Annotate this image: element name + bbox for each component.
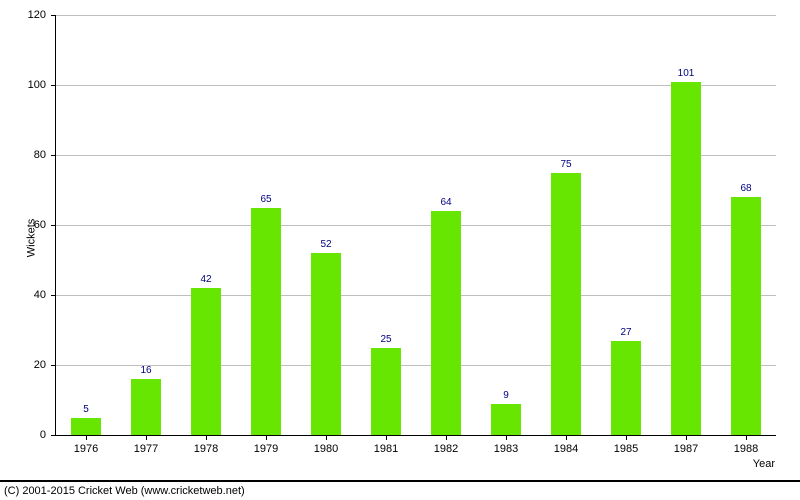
y-tick-label: 100: [28, 79, 46, 91]
bar-value-label: 52: [311, 239, 341, 250]
y-tick-label: 120: [28, 9, 46, 21]
bar-value-label: 65: [251, 194, 281, 205]
x-tick-mark: [146, 435, 147, 440]
y-tick-mark: [51, 435, 56, 436]
bar-value-label: 42: [191, 274, 221, 285]
bar: 27: [611, 341, 641, 436]
copyright-footer: (C) 2001-2015 Cricket Web (www.cricketwe…: [0, 480, 800, 500]
bar: 25: [371, 348, 401, 436]
bar: 16: [131, 379, 161, 435]
x-tick-label: 1984: [554, 443, 578, 455]
x-tick-mark: [446, 435, 447, 440]
y-tick-label: 20: [34, 359, 46, 371]
x-tick-mark: [686, 435, 687, 440]
x-tick-label: 1979: [254, 443, 278, 455]
bar-value-label: 9: [491, 390, 521, 401]
x-tick-mark: [326, 435, 327, 440]
x-tick-label: 1981: [374, 443, 398, 455]
bar-value-label: 16: [131, 365, 161, 376]
copyright-text: (C) 2001-2015 Cricket Web (www.cricketwe…: [4, 485, 245, 497]
x-tick-mark: [266, 435, 267, 440]
y-tick-mark: [51, 85, 56, 86]
bar: 68: [731, 197, 761, 435]
bar: 75: [551, 173, 581, 436]
x-tick-label: 1976: [74, 443, 98, 455]
y-tick-label: 40: [34, 289, 46, 301]
x-tick-label: 1980: [314, 443, 338, 455]
y-tick-mark: [51, 295, 56, 296]
x-tick-mark: [506, 435, 507, 440]
x-tick-label: 1985: [614, 443, 638, 455]
x-tick-mark: [626, 435, 627, 440]
y-tick-mark: [51, 15, 56, 16]
bar-value-label: 5: [71, 404, 101, 415]
bar-value-label: 68: [731, 183, 761, 194]
y-tick-label: 0: [40, 429, 46, 441]
bar: 9: [491, 404, 521, 436]
x-tick-label: 1987: [674, 443, 698, 455]
bar-value-label: 101: [671, 68, 701, 79]
y-axis-title: Wickets: [25, 218, 37, 257]
wickets-chart: 51642655225649752710168 0204060801001201…: [0, 0, 800, 475]
bar: 5: [71, 418, 101, 436]
x-tick-label: 1983: [494, 443, 518, 455]
y-tick-mark: [51, 225, 56, 226]
bar-value-label: 27: [611, 327, 641, 338]
bar: 42: [191, 288, 221, 435]
bars-group: 51642655225649752710168: [56, 15, 776, 435]
bar: 64: [431, 211, 461, 435]
x-tick-label: 1988: [734, 443, 758, 455]
bar: 101: [671, 82, 701, 436]
plot-area: 51642655225649752710168 0204060801001201…: [55, 15, 776, 436]
x-axis-title: Year: [753, 458, 775, 470]
bar-value-label: 75: [551, 159, 581, 170]
bar-value-label: 64: [431, 197, 461, 208]
x-tick-label: 1982: [434, 443, 458, 455]
y-tick-label: 80: [34, 149, 46, 161]
bar: 65: [251, 208, 281, 436]
x-tick-mark: [86, 435, 87, 440]
bar: 52: [311, 253, 341, 435]
x-tick-mark: [206, 435, 207, 440]
y-tick-mark: [51, 155, 56, 156]
x-tick-mark: [566, 435, 567, 440]
x-tick-mark: [746, 435, 747, 440]
x-tick-label: 1977: [134, 443, 158, 455]
x-tick-label: 1978: [194, 443, 218, 455]
bar-value-label: 25: [371, 334, 401, 345]
y-tick-mark: [51, 365, 56, 366]
x-tick-mark: [386, 435, 387, 440]
